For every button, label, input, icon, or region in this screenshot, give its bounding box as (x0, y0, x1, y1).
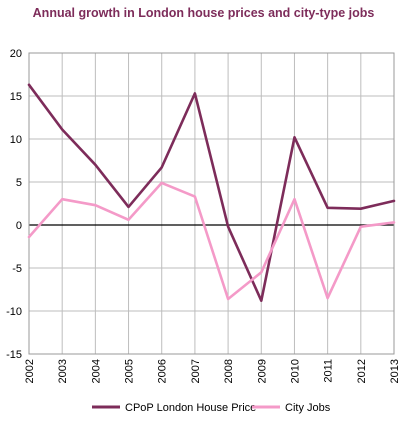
x-tick-label: 2008 (223, 359, 235, 383)
series-lines (27, 83, 396, 302)
y-tick-label: 5 (16, 177, 22, 189)
chart-title: Annual growth in London house prices and… (32, 6, 375, 20)
y-tick-label: -5 (12, 263, 22, 275)
x-tick-label: 2010 (289, 359, 301, 383)
x-tick-label: 2012 (356, 359, 368, 383)
y-axis: -15 -10 -5 0 5 10 15 20 (6, 48, 22, 361)
x-tick-label: 2009 (256, 359, 268, 383)
x-tick-label: 2007 (190, 359, 202, 383)
y-tick-label: -10 (6, 306, 22, 318)
y-tick-label: 0 (16, 220, 22, 232)
x-tick-label: 2004 (90, 359, 102, 383)
x-axis: 2002 2003 2004 2005 2006 2007 2008 2009 2010 2011… (24, 359, 401, 383)
plot-area-border (28, 52, 395, 355)
legend-label: CPoP London House Price (125, 402, 256, 414)
x-tick-label: 2005 (124, 359, 136, 383)
x-tick-label: 2006 (157, 359, 169, 383)
x-tick-label: 2003 (57, 359, 69, 383)
gridlines (29, 53, 394, 354)
legend: CPoP London House Price City Jobs (92, 402, 331, 414)
series-line-city-jobs (27, 181, 396, 301)
x-tick-label: 2002 (24, 359, 36, 383)
y-tick-label: 10 (10, 134, 22, 146)
plot-border (28, 52, 395, 355)
y-tick-label: -15 (6, 349, 22, 361)
y-tick-label: 15 (10, 91, 22, 103)
y-tick-label: 20 (10, 48, 22, 60)
legend-label: City Jobs (285, 402, 331, 414)
x-tick-label: 2011 (323, 359, 335, 383)
series-line-house-price (27, 83, 396, 302)
x-tick-label: 2013 (389, 359, 401, 383)
